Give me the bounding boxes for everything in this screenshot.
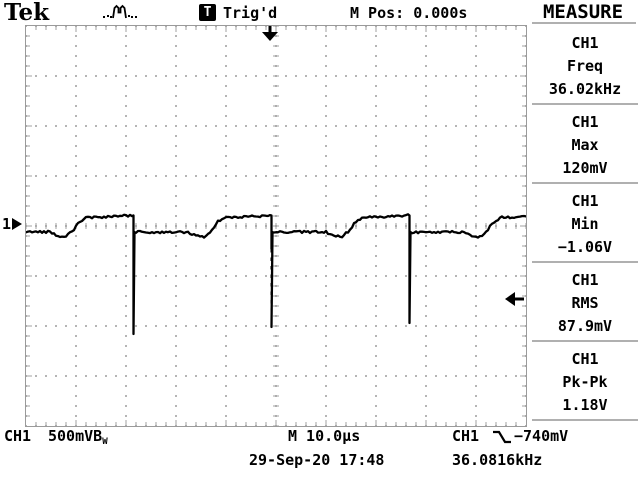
measure-separator [532,182,638,184]
measure-source: CH1 [571,192,599,210]
measure-separator [532,340,638,342]
menu-title-underline [532,22,636,24]
bw-limit-indicator: B [93,427,103,445]
channel1-arrow-icon [12,218,23,230]
measure-separator [532,261,638,263]
ch1-trace [26,213,526,336]
trigger-source-label: CH1 [452,427,480,445]
channel1-number: 1 [2,215,12,233]
ch1-scale-readout: 500mVBW [48,428,108,451]
datetime-readout: 29-Sep-20 17:48 [249,451,385,469]
trigger-level-marker-icon [505,292,524,306]
measure-separator [532,103,638,105]
trigger-status: Trig'd [223,4,278,22]
measure-type: Freq [566,57,604,75]
measure-source: CH1 [571,113,599,131]
measure-value: −1.06V [557,238,613,256]
measure-box-freq: CH1 Freq 36.02kHz [530,25,640,104]
ch1-scale-value: 500mV [48,427,94,445]
measure-box-pkpk: CH1 Pk-Pk 1.18V [530,341,640,420]
measure-value: 36.02kHz [548,80,622,98]
timebase-readout: M 10.0µs [288,427,361,445]
measure-box-rms: CH1 RMS 87.9mV [530,262,640,341]
ch1-label: CH1 [4,427,32,445]
measure-source: CH1 [571,350,599,368]
falling-edge-slope-icon [493,430,511,444]
acquisition-waveform-icon [103,4,137,19]
measure-value: 87.9mV [557,317,613,335]
measure-type: Min [571,215,599,233]
measure-box-max: CH1 Max 120mV [530,104,640,183]
trigger-level-readout: −740mV [514,427,569,445]
channel1-ground-marker: 1 [2,215,23,233]
measure-source: CH1 [571,34,599,52]
graticule-display [25,25,527,427]
trigger-badge-icon: T [199,4,216,21]
measure-separator [532,419,638,421]
measure-value: 120mV [562,159,608,177]
menu-title: MEASURE [542,1,624,23]
trigger-position-marker-icon [262,26,278,41]
measure-type: RMS [571,294,599,312]
measure-type: Max [571,136,599,154]
measure-source: CH1 [571,271,599,289]
measure-type: Pk-Pk [562,373,608,391]
horizontal-position-readout: M Pos: 0.000s [350,4,468,22]
measure-value: 1.18V [562,396,608,414]
bw-limit-sub: W [102,437,108,447]
measure-box-min: CH1 Min −1.06V [530,183,640,262]
tek-logo: Tek [4,0,50,26]
trigger-frequency-readout: 36.0816kHz [452,451,543,469]
